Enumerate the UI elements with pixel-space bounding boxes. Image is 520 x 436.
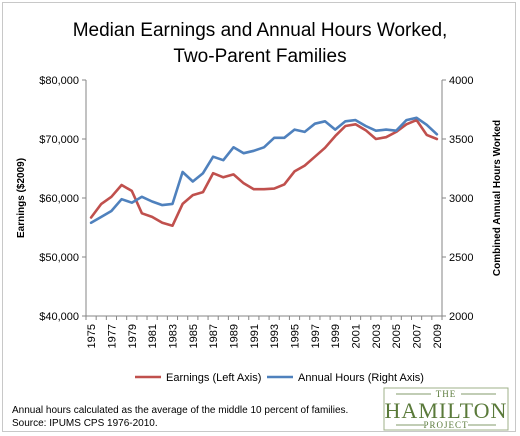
x-tick-label: 2003 <box>371 324 383 348</box>
footnote-line-1: Annual hours calculated as the average o… <box>12 405 348 416</box>
x-tick-label: 1991 <box>249 324 261 348</box>
series-lines <box>89 116 439 227</box>
x-tick-label: 1983 <box>167 324 179 348</box>
hamilton-project-logo: THE HAMILTON PROJECT <box>383 387 509 431</box>
x-tick-label: 2001 <box>351 324 363 348</box>
x-tick-label: 1977 <box>106 324 118 348</box>
x-tick-label: 1989 <box>228 324 240 348</box>
left-tick-label: $70,000 <box>39 134 79 146</box>
left-axis-title: Earnings ($2009) <box>16 158 27 238</box>
left-tick-label: $40,000 <box>39 311 79 323</box>
x-tick-label: 1987 <box>208 324 220 348</box>
right-tick-label: 3500 <box>449 134 473 146</box>
logo-bottom-text: PROJECT <box>423 420 468 430</box>
left-tick-label: $80,000 <box>39 75 79 87</box>
chart-title-line-2: Two-Parent Families <box>173 46 346 67</box>
x-tick-label: 1981 <box>147 324 159 348</box>
x-tick-label: 1985 <box>188 324 200 348</box>
logo-border <box>383 387 509 431</box>
x-tick-label: 1999 <box>330 324 342 348</box>
x-tick-label: 1993 <box>269 324 281 348</box>
x-tick-label: 1997 <box>310 324 322 348</box>
x-tick-label: 2009 <box>432 324 444 348</box>
logo-top-text: THE <box>436 389 457 399</box>
left-tick-label: $50,000 <box>39 252 79 264</box>
right-tick-label: 3000 <box>449 193 473 205</box>
x-tick-label: 2007 <box>412 324 424 348</box>
right-tick-label: 4000 <box>449 75 473 87</box>
legend-hours-label: Annual Hours (Right Axis) <box>298 372 424 384</box>
legend: Earnings (Left Axis) Annual Hours (Right … <box>135 372 424 384</box>
x-tick-label: 1995 <box>290 324 302 348</box>
right-tick-label: 2000 <box>449 311 473 323</box>
axes: $40,000 $50,000 $60,000 $70,000 $80,000 2000 2… <box>39 75 473 348</box>
earnings-series-line <box>89 118 439 227</box>
legend-earnings-label: Earnings (Left Axis) <box>166 372 261 384</box>
left-tick-label: $60,000 <box>39 193 79 205</box>
chart-frame <box>2 2 516 432</box>
x-tick-label: 1979 <box>127 324 139 348</box>
source-note: Source: IPUMS CPS 1976-2010. <box>12 418 158 429</box>
x-tick-label: 2005 <box>391 324 403 348</box>
hours-series-line <box>89 116 439 225</box>
x-tick-label: 1975 <box>86 324 98 348</box>
chart-title-line-1: Median Earnings and Annual Hours Worked, <box>73 20 448 41</box>
right-tick-label: 2500 <box>449 252 473 264</box>
right-axis-title: Combined Annual Hours Worked <box>492 120 503 276</box>
logo-main-text: HAMILTON <box>385 398 508 423</box>
